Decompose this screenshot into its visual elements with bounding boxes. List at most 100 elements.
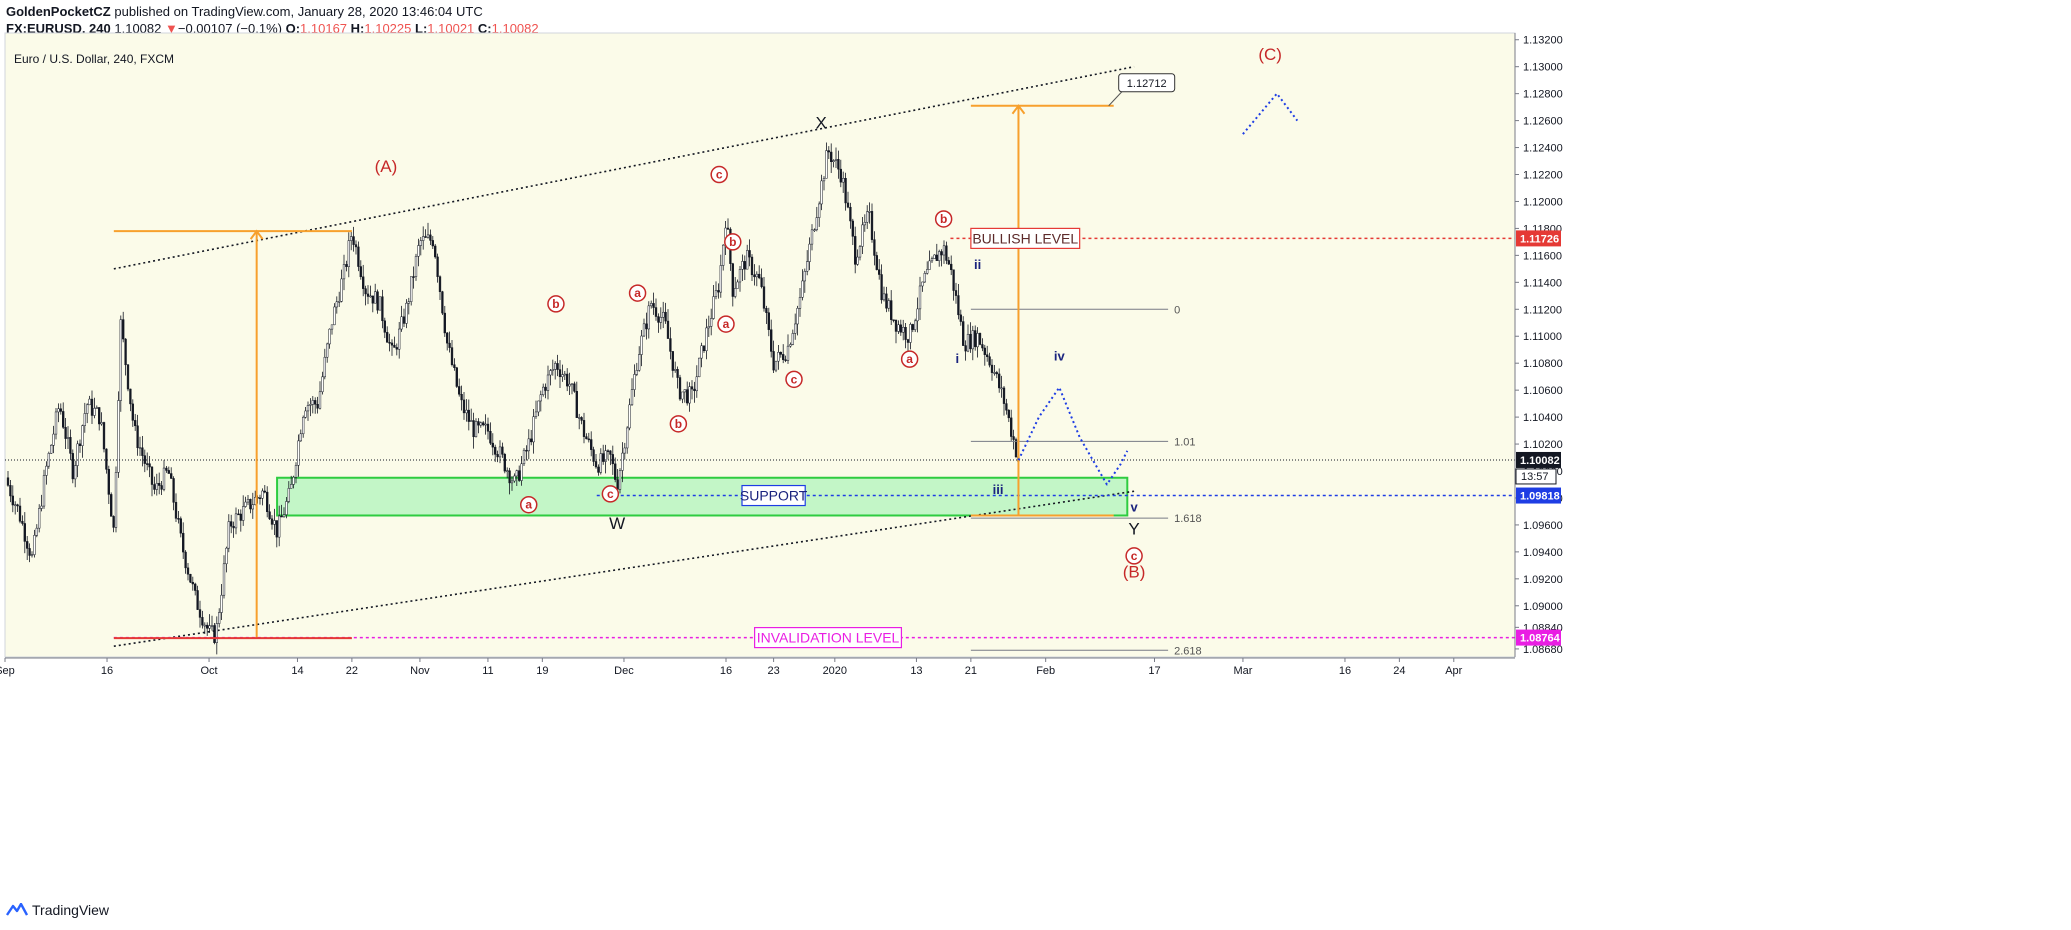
time-tick-label: 2020 — [823, 665, 847, 677]
candle — [98, 407, 101, 431]
wave-label: b — [940, 212, 947, 226]
candle — [746, 244, 749, 270]
candle-body — [609, 450, 612, 455]
candle-body — [918, 285, 922, 310]
candle-body — [431, 240, 434, 247]
candle — [400, 305, 403, 332]
candle — [558, 360, 562, 389]
candle — [136, 414, 139, 456]
wave-label: (B) — [1123, 562, 1146, 581]
candle-body — [642, 323, 646, 337]
candle — [155, 473, 158, 496]
candle — [405, 299, 408, 329]
candle-body — [551, 369, 554, 371]
candle-body — [134, 420, 137, 427]
tradingview-brand[interactable]: TradingView — [6, 902, 109, 918]
candle-body — [350, 236, 353, 241]
candle-body — [974, 330, 977, 348]
candle-body — [323, 356, 326, 378]
time-tick-label: Nov — [410, 665, 430, 677]
candle — [630, 378, 634, 406]
candle — [50, 444, 53, 454]
candle — [815, 206, 818, 232]
plot-area[interactable] — [4, 32, 1516, 658]
candle-body — [530, 438, 533, 443]
candle-body — [71, 453, 74, 480]
candle-body — [842, 177, 845, 183]
candle-body — [813, 229, 816, 232]
candle — [866, 205, 869, 229]
candle-body — [342, 264, 346, 280]
candle-body — [294, 465, 298, 478]
candle — [988, 352, 991, 368]
candle — [880, 264, 883, 304]
candle — [378, 296, 382, 311]
candle — [441, 290, 444, 316]
candle — [162, 460, 166, 492]
candle-body — [861, 224, 864, 247]
candle-body — [54, 411, 58, 435]
candle — [758, 265, 761, 280]
candle-body — [129, 388, 132, 405]
candle — [362, 264, 365, 297]
candle-body — [148, 463, 151, 468]
candle-body — [52, 433, 55, 446]
candle-body — [381, 296, 384, 322]
candle-body — [822, 178, 826, 182]
candle-body — [470, 420, 473, 422]
candle-body — [969, 333, 972, 350]
candle-body — [573, 383, 576, 392]
time-tick-label: 24 — [1393, 665, 1405, 677]
author-name[interactable]: GoldenPocketCZ — [6, 4, 111, 19]
candle-body — [815, 217, 818, 231]
candle — [911, 323, 914, 333]
wave-circle — [900, 350, 919, 368]
candle — [779, 351, 782, 358]
candle-body — [258, 497, 262, 499]
fib-level-label: 0 — [1174, 304, 1180, 316]
candle-body — [803, 270, 806, 282]
candle-body — [566, 373, 569, 387]
candle-body — [818, 203, 821, 218]
candle — [659, 307, 662, 330]
wave-label: b — [729, 235, 736, 249]
candle-body — [304, 410, 307, 418]
bullish-level-label: BULLISH LEVEL — [972, 230, 1078, 246]
wave-label: v — [1130, 499, 1138, 514]
candle — [818, 201, 821, 227]
candle-body — [750, 256, 754, 276]
time-tick-label: Oct — [200, 665, 217, 677]
candle — [460, 385, 463, 411]
candle-body — [155, 483, 158, 490]
candle — [755, 271, 758, 287]
candle-body — [882, 293, 886, 301]
candle — [225, 546, 228, 573]
price-tick-label: 1.11400 — [1523, 277, 1562, 289]
candle — [930, 256, 934, 263]
candle-body — [280, 515, 283, 518]
candle — [138, 436, 142, 456]
candle-body — [894, 319, 898, 332]
candle — [304, 406, 307, 419]
candle-body — [170, 473, 173, 479]
candle — [875, 251, 878, 271]
candle-body — [520, 463, 523, 481]
candle-body — [563, 373, 566, 376]
candle — [868, 202, 871, 224]
symbol-ohlc-bar: FX:EURUSD, 240 1.10082 ▼−0.00107 (−0.1%)… — [6, 21, 539, 36]
candle-body — [501, 446, 504, 455]
candle — [705, 318, 708, 360]
candle — [782, 344, 785, 364]
candle — [472, 412, 475, 449]
candle-body — [383, 320, 386, 333]
candle — [114, 466, 118, 533]
candle — [767, 307, 770, 337]
time-tick-label: Dec — [614, 665, 634, 677]
candle-body — [513, 475, 516, 482]
invalidation-price-tag-bg — [1516, 629, 1561, 646]
candle-body — [306, 405, 310, 412]
candle-body — [153, 484, 156, 490]
wave-circle — [717, 315, 735, 333]
candle — [282, 507, 286, 518]
